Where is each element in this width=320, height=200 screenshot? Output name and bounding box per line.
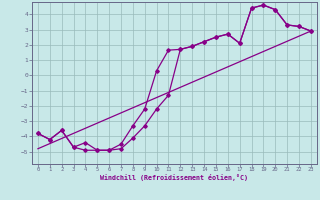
X-axis label: Windchill (Refroidissement éolien,°C): Windchill (Refroidissement éolien,°C) [100,174,248,181]
